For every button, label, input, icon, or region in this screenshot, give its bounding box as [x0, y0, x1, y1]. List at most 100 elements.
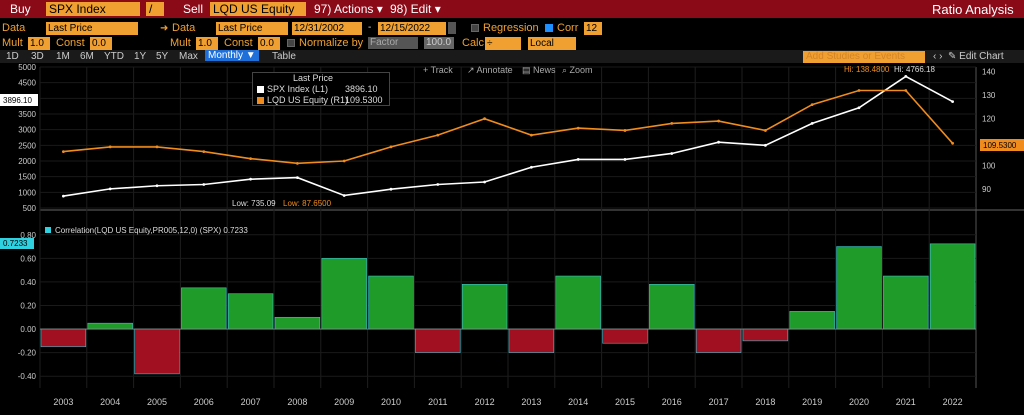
x-tick-label: 2018 — [755, 397, 775, 407]
lqd-swatch-icon — [257, 97, 264, 105]
lqd-point — [717, 119, 720, 123]
spx-swatch-icon — [257, 86, 264, 94]
chevrons-icon[interactable]: ‹ › — [933, 51, 943, 62]
spx-point — [530, 165, 533, 169]
x-tick-label: 2008 — [287, 397, 307, 407]
data2-field[interactable]: Last Price — [216, 22, 288, 35]
normalize-checkbox[interactable] — [287, 39, 295, 47]
spx-point — [155, 184, 159, 188]
lqd-point — [296, 161, 299, 165]
period-select[interactable]: Monthly ▼ — [205, 50, 259, 61]
mult2-field[interactable]: 1.0 — [196, 37, 218, 50]
lqd-point — [857, 89, 861, 92]
corr-bar — [649, 283, 695, 330]
chart-area[interactable]: 2003 2004 2005 2006 2007 2008 2009 2010 2011 2012… — [0, 63, 1024, 415]
left-tick-label: 2500 — [18, 141, 36, 150]
legend-title: Last Price — [293, 73, 334, 83]
spx-point — [108, 187, 112, 191]
mult-label: Mult — [2, 37, 23, 49]
x-tick-label: 2019 — [802, 397, 822, 407]
track-tool[interactable]: + Track — [423, 65, 453, 75]
const-label: Const — [56, 37, 85, 49]
corr-bar — [227, 293, 274, 330]
calendar-icon[interactable] — [448, 22, 456, 34]
tab-ytd[interactable]: YTD — [104, 51, 124, 62]
lqd-price-tag-bg — [980, 139, 1024, 151]
x-tick-label: 2011 — [428, 397, 447, 407]
const-field[interactable]: 0.0 — [90, 37, 112, 50]
spx-point — [389, 187, 393, 191]
table-button[interactable]: Table — [272, 51, 296, 62]
lqd-point — [202, 150, 206, 153]
corr-label: Corr — [557, 22, 579, 34]
lqd-point — [530, 133, 533, 137]
end-date-field[interactable]: 12/15/2022 — [378, 22, 446, 35]
tab-1d[interactable]: 1D — [6, 51, 19, 62]
lqd-point — [62, 150, 65, 153]
corr-bar — [87, 322, 133, 330]
tab-max[interactable]: Max — [179, 51, 198, 62]
local-select[interactable]: Local — [528, 37, 576, 50]
tab-5y[interactable]: 5Y — [156, 51, 169, 62]
hi2-annotation: Hi: 4766.18 — [894, 65, 935, 74]
spx-point — [342, 194, 346, 197]
security1-field[interactable]: SPX Index — [46, 2, 140, 16]
spx-point — [670, 152, 674, 155]
news-tool[interactable]: ▤ News — [522, 65, 556, 75]
tab-3d[interactable]: 3D — [31, 51, 44, 62]
corr-swatch-icon — [45, 227, 51, 233]
lqd-point — [670, 122, 674, 125]
corr-tick-label: 0.20 — [20, 302, 36, 311]
spx-point — [717, 140, 720, 144]
corr-label: Correlation(LQD US Equity,PR005,12,0) (S… — [55, 226, 248, 235]
x-tick-label: 2006 — [194, 397, 214, 407]
add-studies-field[interactable]: Add Studies or Events — [803, 51, 925, 63]
factor-select[interactable]: Factor — [368, 37, 418, 49]
lqd-point — [483, 117, 486, 121]
corr-bar — [181, 287, 227, 330]
lqd-point — [810, 103, 814, 106]
normalize-label: Normalize by — [299, 37, 364, 49]
legend-lqd-value: 109.5300 — [345, 95, 383, 105]
lqd-point — [249, 157, 253, 161]
factor-value-field[interactable]: 100.0 — [424, 37, 454, 49]
x-tick-label: 2020 — [849, 397, 869, 407]
security2-field[interactable]: LQD US Equity — [210, 2, 306, 16]
calc-select[interactable]: ÷ — [485, 37, 521, 50]
data-field[interactable]: Last Price — [46, 22, 138, 35]
chart-svg[interactable]: 2003 2004 2005 2006 2007 2008 2009 2010 2011 2012… — [0, 63, 1024, 415]
x-tick-label: 2010 — [381, 397, 401, 407]
x-tick-label: 2017 — [709, 397, 729, 407]
corr-period-field[interactable]: 12 — [584, 22, 602, 35]
edit-menu[interactable]: 98) Edit ▾ — [390, 2, 441, 16]
mult2-label: Mult — [170, 37, 191, 49]
start-date-field[interactable]: 12/31/2002 — [292, 22, 362, 35]
annotate-tool[interactable]: ↗ Annotate — [467, 65, 513, 75]
corr-bar — [695, 328, 742, 353]
corr-tick-label: 0.40 — [20, 278, 36, 287]
lqd-point — [436, 133, 440, 137]
x-tick-label: 2022 — [943, 397, 963, 407]
corr-bar — [602, 328, 648, 344]
spx-point — [296, 176, 299, 180]
slash-field[interactable]: / — [146, 2, 164, 16]
x-tick-label: 2016 — [662, 397, 682, 407]
tab-1m[interactable]: 1M — [56, 51, 70, 62]
edit-chart-button[interactable]: ✎ Edit Chart — [948, 51, 1004, 62]
tab-6m[interactable]: 6M — [80, 51, 94, 62]
const2-field[interactable]: 0.0 — [258, 37, 280, 50]
buy-label[interactable]: Buy — [10, 2, 31, 16]
mult-field[interactable]: 1.0 — [28, 37, 50, 50]
spx-point — [857, 106, 861, 110]
regression-checkbox[interactable] — [471, 24, 479, 32]
corr-bar — [508, 328, 555, 353]
tab-1y[interactable]: 1Y — [134, 51, 147, 62]
corr-checkbox[interactable] — [545, 24, 553, 32]
corr-bar — [789, 311, 835, 330]
spx-price-tag: 3896.10 — [3, 96, 32, 105]
actions-menu[interactable]: 97) Actions ▾ — [314, 2, 383, 16]
lqd-point — [108, 145, 112, 149]
legend: Last Price SPX Index (L1) 3896.10 LQD US… — [252, 72, 390, 106]
zoom-tool[interactable]: ⌕ Zoom — [562, 65, 593, 75]
sell-label[interactable]: Sell — [183, 2, 204, 16]
